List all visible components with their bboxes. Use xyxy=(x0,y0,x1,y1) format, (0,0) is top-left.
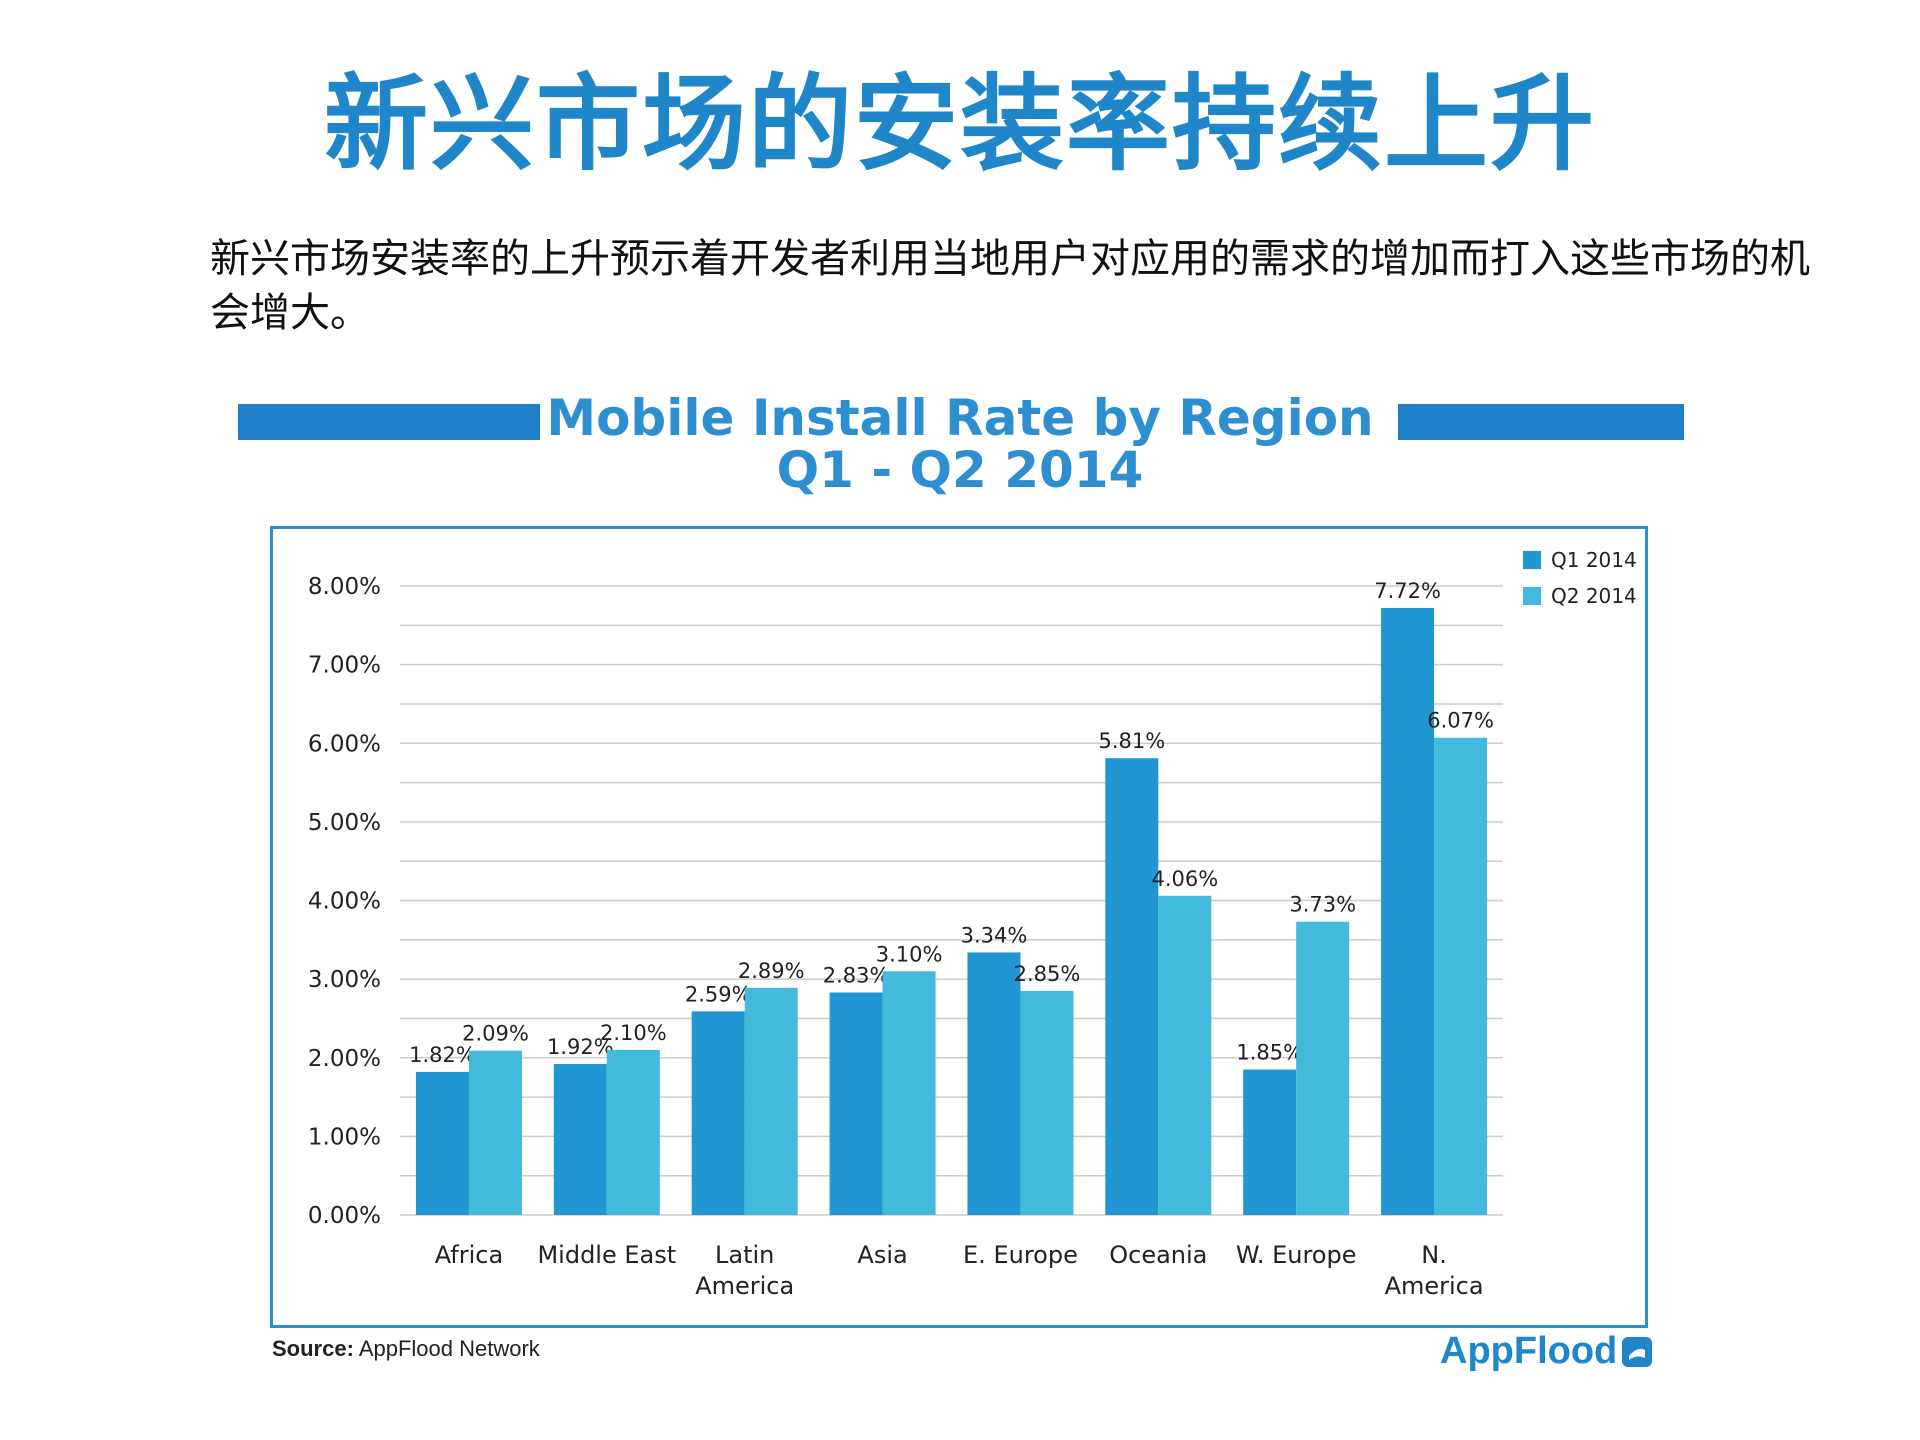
x-tick-label: America xyxy=(1385,1272,1484,1300)
data-label: 2.09% xyxy=(462,1022,529,1046)
y-tick-label: 6.00% xyxy=(308,731,381,757)
legend-swatch xyxy=(1523,587,1541,605)
data-label: 1.85% xyxy=(1236,1041,1303,1065)
bar-q1 xyxy=(691,1011,745,1215)
intro-paragraph: 新兴市场安装率的上升预示着开发者利用当地用户对应用的需求的增加而打入这些市场的机… xyxy=(210,236,1810,336)
data-label: 2.10% xyxy=(600,1021,667,1045)
bar-chart: 0.00% 1.00% 2.00% 3.00% 4.00% 5.00% 6.00% 7.00%… xyxy=(308,548,1637,1300)
bar-q2 xyxy=(744,987,798,1215)
y-tick-label: 4.00% xyxy=(308,889,381,915)
chart-title-line2: Q1 - Q2 2014 xyxy=(776,441,1144,499)
title-decor-bar-right xyxy=(1398,404,1684,440)
x-tick-label: W. Europe xyxy=(1236,1241,1357,1269)
bar-q2 xyxy=(1434,737,1488,1215)
data-label: 5.81% xyxy=(1098,729,1165,753)
chart-title: Mobile Install Rate by Region Q1 - Q2 20… xyxy=(520,392,1400,496)
data-label: 1.92% xyxy=(547,1035,614,1059)
data-label: 2.89% xyxy=(738,959,805,983)
data-label: 3.10% xyxy=(876,942,943,966)
y-tick-label: 5.00% xyxy=(308,810,381,836)
bar-q1 xyxy=(1243,1069,1297,1215)
y-tick-label: 8.00% xyxy=(308,574,381,600)
data-label: 2.83% xyxy=(823,963,890,987)
title-decor-bar-left xyxy=(238,404,540,440)
x-tick-label: Latin xyxy=(715,1241,774,1269)
bar-q1 xyxy=(967,952,1021,1215)
x-tick-label: Africa xyxy=(435,1241,503,1269)
chart-frame: 0.00% 1.00% 2.00% 3.00% 4.00% 5.00% 6.00% 7.00%… xyxy=(270,526,1648,1328)
source-value: AppFlood Network xyxy=(358,1336,540,1361)
data-label: 7.72% xyxy=(1374,579,1441,603)
data-label: 3.34% xyxy=(961,923,1028,947)
bar-q2 xyxy=(1020,990,1074,1215)
y-tick-label: 7.00% xyxy=(308,653,381,679)
data-label: 3.73% xyxy=(1289,893,1356,917)
bar-q2 xyxy=(882,971,936,1215)
y-tick-label: 2.00% xyxy=(308,1046,381,1072)
x-tick-label: E. Europe xyxy=(963,1241,1078,1269)
bar-q2 xyxy=(1158,895,1212,1215)
bar-q1 xyxy=(829,992,883,1215)
source-note: Source: AppFlood Network xyxy=(272,1336,540,1362)
bar-q1 xyxy=(1105,758,1159,1215)
appflood-logo: AppFlood xyxy=(1440,1330,1653,1373)
bar-q2 xyxy=(1296,921,1350,1215)
data-label: 4.06% xyxy=(1151,867,1218,891)
source-label: Source: xyxy=(272,1336,354,1361)
x-tick-label: Middle East xyxy=(537,1241,676,1269)
page-title: 新兴市场的安装率持续上升 xyxy=(323,63,1596,185)
logo-text: AppFlood xyxy=(1440,1330,1618,1372)
chart-title-line1: Mobile Install Rate by Region xyxy=(546,389,1374,447)
y-tick-label: 3.00% xyxy=(308,967,381,993)
legend-swatch xyxy=(1523,551,1541,569)
bar-q2 xyxy=(468,1050,522,1215)
data-label: 2.59% xyxy=(685,982,752,1006)
x-tick-label: Asia xyxy=(857,1241,907,1269)
data-label: 2.85% xyxy=(1014,962,1081,986)
bar-q1 xyxy=(553,1064,607,1215)
bar-q1 xyxy=(415,1071,469,1215)
x-tick-label: N. xyxy=(1421,1241,1447,1269)
bar-q2 xyxy=(606,1049,660,1215)
legend-label: Q2 2014 xyxy=(1551,584,1637,608)
appflood-logo-icon xyxy=(1622,1336,1653,1367)
y-tick-label: 1.00% xyxy=(308,1124,381,1150)
x-tick-label: America xyxy=(695,1272,794,1300)
y-tick-label: 0.00% xyxy=(308,1203,381,1229)
data-label: 1.82% xyxy=(409,1043,476,1067)
bar-q1 xyxy=(1381,608,1435,1215)
data-label: 6.07% xyxy=(1427,709,1494,733)
legend-label: Q1 2014 xyxy=(1551,548,1637,572)
x-tick-label: Oceania xyxy=(1109,1241,1207,1269)
